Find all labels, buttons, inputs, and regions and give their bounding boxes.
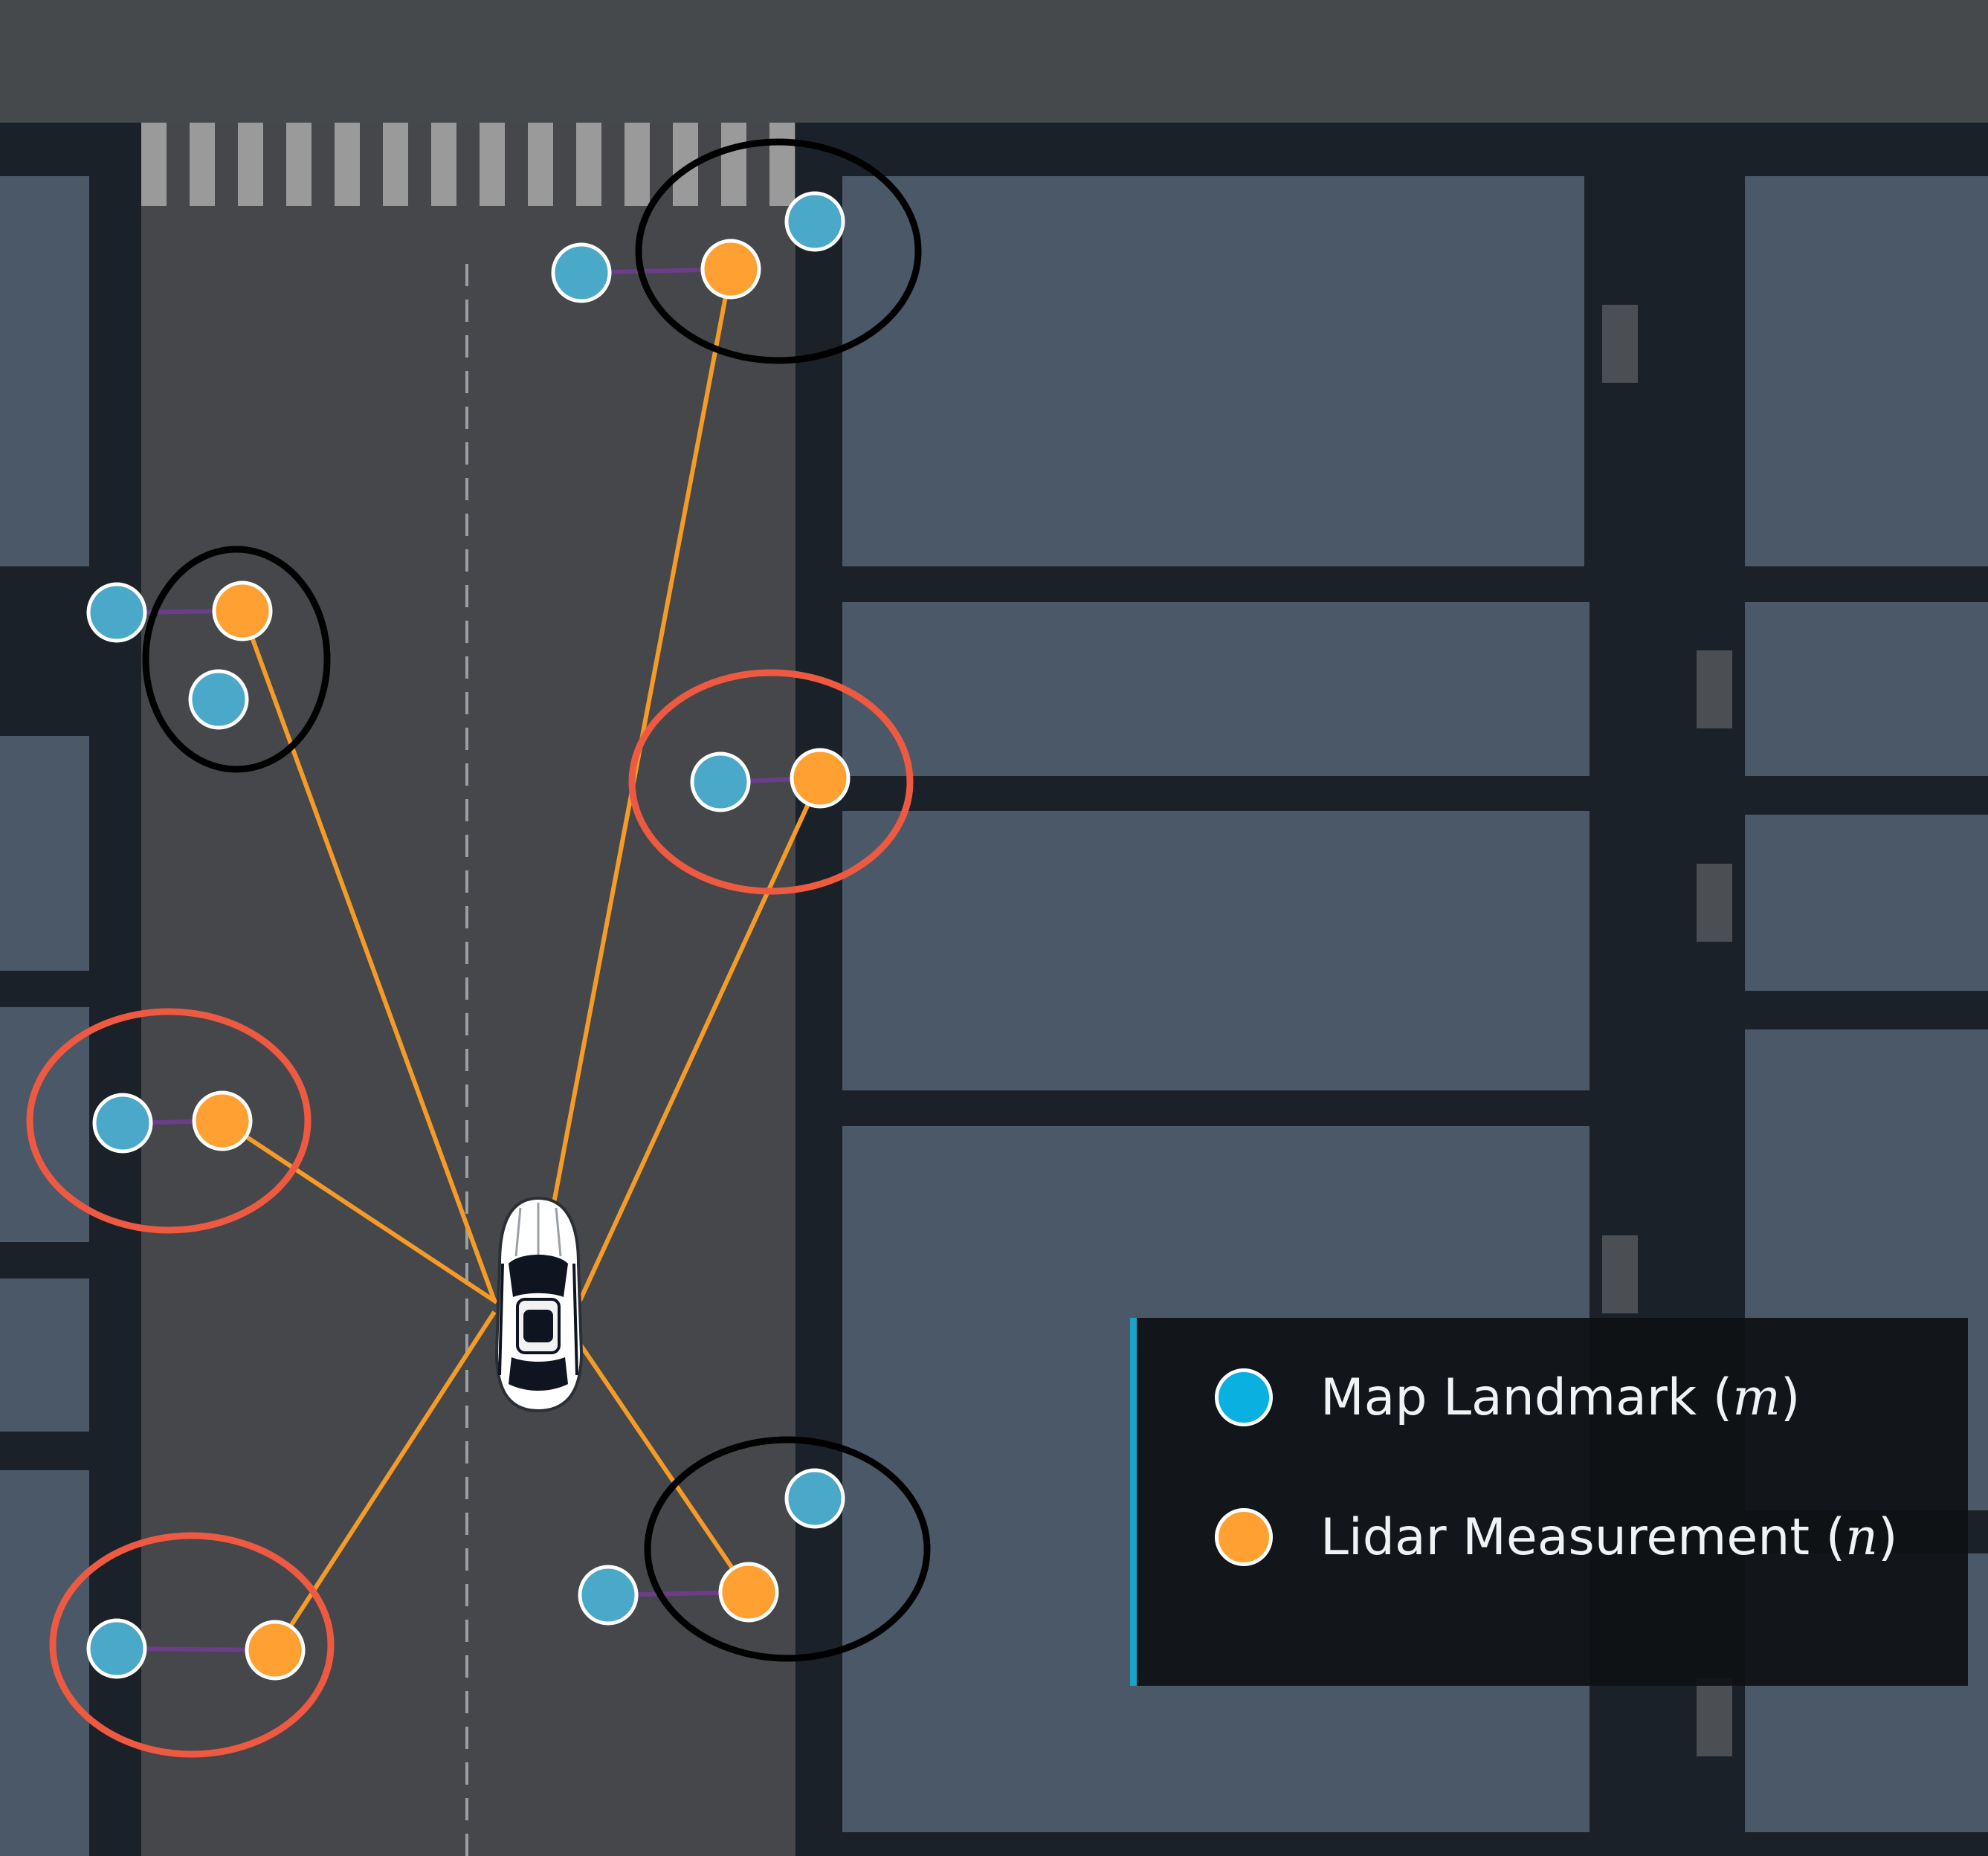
block-center-2 xyxy=(842,602,1590,776)
matched-group-circle xyxy=(628,669,914,895)
map-landmark-marker xyxy=(784,1468,845,1529)
map-landmark-marker xyxy=(690,751,751,812)
lidar-measurement-marker xyxy=(192,1090,253,1151)
crosswalk-stripe xyxy=(431,123,456,206)
ambiguous-group-circle xyxy=(635,138,922,364)
crosswalk-stripe xyxy=(286,123,312,206)
map-landmarks xyxy=(86,191,845,1679)
crosswalk-stripe xyxy=(528,123,553,206)
parked-marker xyxy=(1697,1678,1732,1756)
crosswalk-stripe xyxy=(721,123,746,206)
legend-item-lidar-measurement: Lidar Measurement (n) xyxy=(1215,1504,1898,1571)
block-center-3 xyxy=(842,811,1590,1090)
block-right-3 xyxy=(1745,815,1988,991)
crosswalk-stripe xyxy=(141,123,167,206)
crosswalk-stripe xyxy=(238,123,263,206)
map-landmark-marker xyxy=(784,191,845,252)
map-landmark-marker xyxy=(188,669,249,730)
crosswalk-stripe xyxy=(383,123,408,206)
crosswalk-stripe xyxy=(576,123,601,206)
crosswalk-stripe xyxy=(335,123,360,206)
lidar-measurement-marker xyxy=(212,581,273,641)
car-windshield xyxy=(509,1255,568,1297)
legend-item-map-landmark: Map Landmark (m) xyxy=(1215,1364,1800,1431)
car-rear-window xyxy=(509,1357,568,1391)
map-landmark-legend-icon xyxy=(1215,1368,1273,1426)
crosswalk xyxy=(141,123,795,206)
parked-marker xyxy=(1602,1235,1638,1313)
map-landmark-marker xyxy=(92,1093,153,1154)
parked-marker xyxy=(1602,305,1638,383)
block-left-5 xyxy=(0,1470,89,1856)
lidar-measurement-legend-icon xyxy=(1215,1508,1273,1566)
map-landmark-marker xyxy=(551,242,612,303)
legend-label: Lidar Measurement (n) xyxy=(1320,1507,1898,1567)
map-landmark-marker xyxy=(86,582,147,643)
car-hood-lines xyxy=(514,1203,562,1257)
map-landmark-marker xyxy=(578,1565,639,1626)
ambiguous-group-circle xyxy=(142,546,331,773)
lidar-measurement-marker xyxy=(718,1562,779,1623)
lidar-ray xyxy=(578,777,822,1302)
car-sunroof xyxy=(523,1310,553,1342)
parked-marker xyxy=(1697,650,1732,728)
association-circles xyxy=(26,138,931,1758)
car-side-lines xyxy=(498,1263,578,1376)
lidar-measurement-marker xyxy=(245,1620,306,1681)
matched-group-circle xyxy=(26,1008,312,1234)
lidar-measurement-marker xyxy=(700,239,761,300)
crosswalk-stripe xyxy=(480,123,505,206)
block-right-1 xyxy=(1745,176,1988,566)
lidar-ray xyxy=(221,1119,498,1304)
cross-road xyxy=(0,0,1988,123)
block-left-1 xyxy=(0,176,89,566)
block-right-2 xyxy=(1745,602,1988,776)
lidar-measurement-marker xyxy=(790,748,851,809)
ambiguous-group-circle xyxy=(644,1436,931,1662)
crosswalk-stripe xyxy=(190,123,215,206)
city-blocks xyxy=(0,176,1988,1856)
lidar-ray xyxy=(240,609,497,1302)
block-center-1 xyxy=(842,176,1584,566)
legend: Map Landmark (m) Lidar Measurement (n) xyxy=(1130,1318,1968,1686)
block-left-4 xyxy=(0,1278,89,1432)
parked-marker xyxy=(1697,864,1732,942)
car-icon xyxy=(494,1196,584,1413)
block-left-2 xyxy=(0,736,89,971)
matched-group-circle xyxy=(49,1532,335,1758)
crosswalk-stripe xyxy=(769,123,795,206)
legend-label: Map Landmark (m) xyxy=(1320,1368,1801,1427)
map-landmark-marker xyxy=(86,1618,147,1679)
lidar-ray xyxy=(576,1340,751,1594)
crosswalk-stripe xyxy=(625,123,650,206)
lidar-measurements xyxy=(192,239,851,1681)
